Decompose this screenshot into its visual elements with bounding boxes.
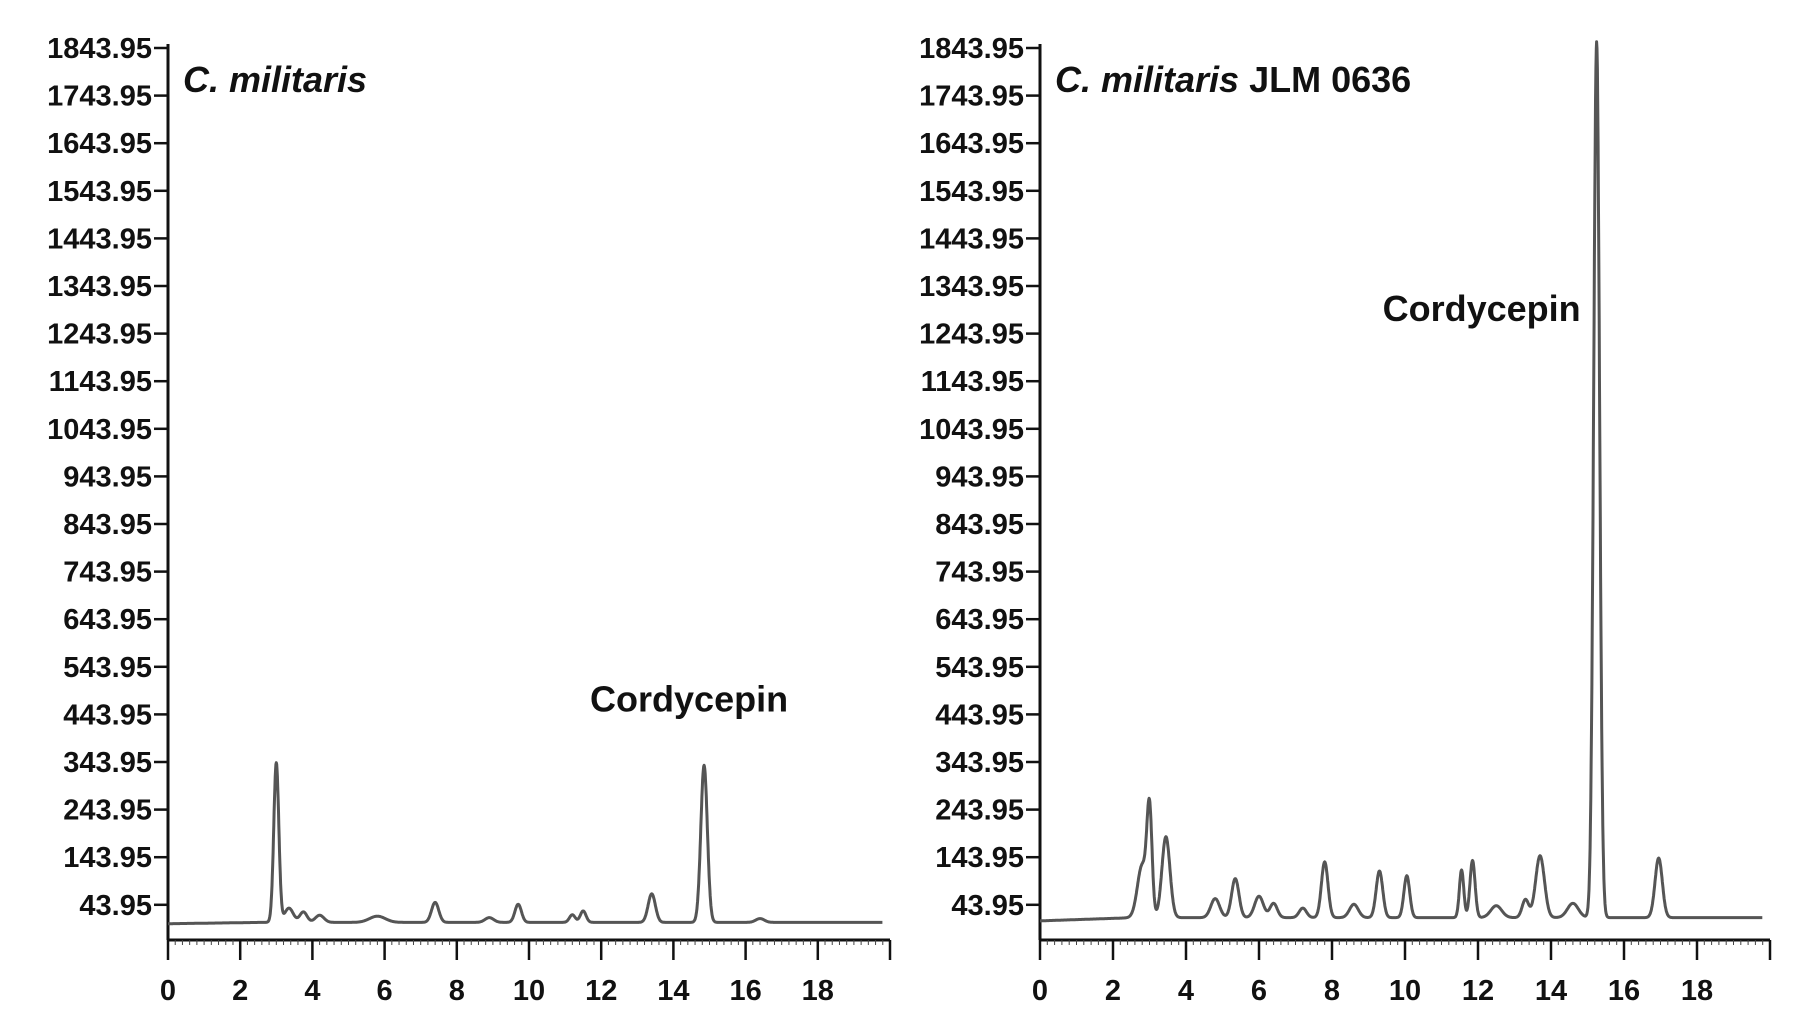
x-tick-label: 8 — [449, 975, 465, 1007]
y-tick-label: 1243.95 — [919, 319, 1024, 351]
y-tick-label: 1043.95 — [919, 414, 1024, 446]
y-tick-label: 143.95 — [63, 842, 152, 874]
x-tick-label: 12 — [1462, 975, 1494, 1007]
y-tick-label: 1843.95 — [47, 33, 152, 65]
panel-label-left-italic: C. militaris — [183, 59, 367, 100]
x-tick-label: 0 — [1032, 975, 1048, 1007]
panel-label-right-italic: C. militaris — [1055, 59, 1239, 100]
x-tick-label: 18 — [1681, 975, 1713, 1007]
y-tick-label: 143.95 — [935, 842, 1024, 874]
left-chromatogram-panel: C. militaris 43.95 143.95 243.95 343.95 443.… — [47, 33, 892, 1007]
y-tick-label: 1343.95 — [919, 271, 1024, 303]
y-tick-label: 843.95 — [935, 509, 1024, 541]
x-tick-label: 6 — [1251, 975, 1267, 1007]
y-tick-label: 643.95 — [63, 604, 152, 636]
y-tick-label: 1643.95 — [919, 128, 1024, 160]
panel-label-left: C. militaris — [183, 59, 367, 100]
y-tick-label: 743.95 — [63, 557, 152, 589]
y-tick-label: 243.95 — [63, 795, 152, 827]
y-tick-label: 443.95 — [935, 699, 1024, 731]
y-tick-label: 1043.95 — [47, 414, 152, 446]
chromatogram-trace — [166, 761, 884, 926]
y-tick-label: 1143.95 — [921, 366, 1024, 398]
y-tick-label: 943.95 — [935, 461, 1024, 493]
y-tick-label: 743.95 — [935, 557, 1024, 589]
x-tick-label: 14 — [657, 975, 689, 1007]
y-tick-label: 1343.95 — [47, 271, 152, 303]
y-tick-label: 1143.95 — [49, 366, 152, 398]
x-tick-label: 16 — [1608, 975, 1640, 1007]
y-tick-label: 1543.95 — [919, 176, 1024, 208]
y-tick-label: 1643.95 — [47, 128, 152, 160]
y-tick-label: 1543.95 — [47, 176, 152, 208]
x-tick-label: 6 — [377, 975, 393, 1007]
x-tick-label: 8 — [1324, 975, 1340, 1007]
y-tick-label: 1443.95 — [47, 223, 152, 255]
y-tick-label: 1743.95 — [919, 81, 1024, 113]
y-tick-label: 443.95 — [63, 699, 152, 731]
y-tick-label: 43.95 — [79, 890, 152, 922]
y-tick-label: 1243.95 — [47, 319, 152, 351]
y-tick-label: 543.95 — [935, 652, 1024, 684]
y-tick-label: 1843.95 — [919, 33, 1024, 65]
y-tick-label: 543.95 — [63, 652, 152, 684]
y-tick-label: 843.95 — [63, 509, 152, 541]
y-tick-label: 243.95 — [935, 795, 1024, 827]
panel-label-right-suffix: JLM 0636 — [1239, 59, 1411, 100]
x-tick-label: 18 — [802, 975, 834, 1007]
peak-annotation-label: Cordycepin — [590, 679, 788, 720]
x-tick-label: 10 — [513, 975, 545, 1007]
y-tick-label: 343.95 — [63, 747, 152, 779]
x-tick-label: 2 — [1105, 975, 1121, 1007]
x-tick-label: 12 — [585, 975, 617, 1007]
x-tick-label: 4 — [304, 975, 320, 1007]
x-tick-label: 10 — [1389, 975, 1421, 1007]
peak-annotation-label: Cordycepin — [1383, 288, 1581, 329]
y-tick-label: 1743.95 — [47, 81, 152, 113]
y-tick-label: 343.95 — [935, 747, 1024, 779]
y-tick-label: 1443.95 — [919, 223, 1024, 255]
x-tick-label: 16 — [729, 975, 761, 1007]
x-tick-label: 4 — [1178, 975, 1194, 1007]
x-tick-label: 2 — [232, 975, 248, 1007]
right-chromatogram-panel: C. militaris JLM 0636 43.95 143.95 243.95 3… — [919, 33, 1772, 1007]
y-tick-label: 943.95 — [63, 461, 152, 493]
chromatogram-trace — [1038, 40, 1764, 923]
x-tick-label: 0 — [160, 975, 176, 1007]
y-tick-label: 643.95 — [935, 604, 1024, 636]
x-tick-label: 14 — [1535, 975, 1567, 1007]
panel-label-right: C. militaris JLM 0636 — [1055, 59, 1411, 100]
y-tick-label: 43.95 — [951, 890, 1024, 922]
